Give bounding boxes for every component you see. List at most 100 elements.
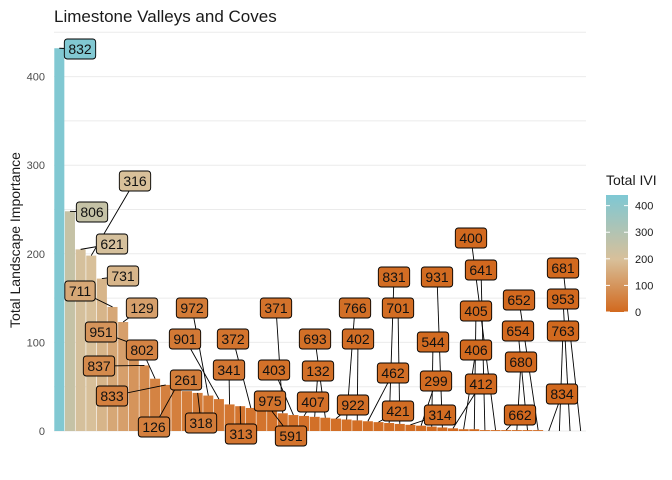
bar xyxy=(352,420,363,431)
data-label-box xyxy=(423,404,457,426)
label-leader-line xyxy=(473,310,477,430)
bar xyxy=(490,430,501,431)
data-labels: 832 806 621 316 731 711 129 951 837 802 833 126 261 3… xyxy=(63,38,580,447)
data-label: 766 xyxy=(343,300,367,316)
bar xyxy=(224,404,235,431)
data-label-box xyxy=(118,170,152,192)
data-label: 407 xyxy=(301,394,325,410)
data-label-box xyxy=(341,328,375,350)
data-label: 832 xyxy=(68,41,92,57)
data-label: 975 xyxy=(258,393,282,409)
bar xyxy=(416,425,427,431)
bar xyxy=(394,423,405,431)
bar xyxy=(501,430,512,431)
data-label-box xyxy=(257,359,291,381)
data-label-box xyxy=(464,259,498,281)
data-label: 126 xyxy=(142,419,166,435)
chart-title: Limestone Valleys and Coves xyxy=(54,7,277,26)
data-label: 261 xyxy=(174,372,198,388)
bar xyxy=(309,416,320,431)
data-label-box xyxy=(64,280,96,302)
data-label: 400 xyxy=(459,230,483,246)
data-label-box xyxy=(298,328,332,350)
data-label: 711 xyxy=(69,283,92,299)
data-label-box xyxy=(503,404,537,426)
data-label-box xyxy=(454,227,488,249)
data-label-box xyxy=(546,257,580,279)
data-label: 621 xyxy=(100,236,124,252)
bar xyxy=(320,417,331,431)
data-label: 834 xyxy=(550,386,574,402)
data-label: 901 xyxy=(173,331,197,347)
legend-tick-label: 300 xyxy=(635,227,653,239)
data-label: 833 xyxy=(100,388,124,404)
data-label-box xyxy=(296,391,330,413)
y-tick-label: 300 xyxy=(27,160,45,172)
bar xyxy=(405,424,416,431)
data-label-box xyxy=(501,320,535,342)
bar xyxy=(458,429,469,431)
data-label-box xyxy=(504,351,538,373)
data-label-box xyxy=(82,355,116,377)
y-axis: 0 100 200 300 400 xyxy=(27,72,45,438)
data-label-box xyxy=(95,233,129,255)
data-label: 806 xyxy=(80,204,104,220)
bar xyxy=(277,413,288,431)
data-label: 972 xyxy=(180,300,204,316)
data-label-box xyxy=(125,297,159,319)
data-label: 931 xyxy=(425,269,449,285)
data-label-box xyxy=(137,416,171,438)
y-tick-label: 0 xyxy=(39,426,45,438)
data-label: 318 xyxy=(189,415,213,431)
data-label: 641 xyxy=(469,262,493,278)
data-label-box xyxy=(336,394,370,416)
legend-tick-label: 100 xyxy=(635,280,653,292)
data-label-box xyxy=(125,339,159,361)
bar xyxy=(245,407,256,431)
data-label-box xyxy=(301,360,335,382)
data-label: 132 xyxy=(306,363,330,379)
bar xyxy=(160,384,171,431)
data-label-box xyxy=(376,362,410,384)
data-label-box xyxy=(464,373,498,395)
data-label-box xyxy=(416,331,450,353)
data-label: 953 xyxy=(551,291,575,307)
bar xyxy=(533,430,544,431)
data-label-box xyxy=(169,369,203,391)
data-label-box xyxy=(95,385,129,407)
data-label: 763 xyxy=(551,323,575,339)
data-label-box xyxy=(377,266,411,288)
data-label-box xyxy=(184,412,218,434)
data-label-box xyxy=(381,297,415,319)
data-label: 652 xyxy=(507,292,531,308)
data-label-box xyxy=(106,265,140,287)
bar xyxy=(479,430,490,431)
data-label-box xyxy=(420,266,454,288)
data-label: 662 xyxy=(508,407,532,423)
data-label: 462 xyxy=(381,365,405,381)
data-label: 654 xyxy=(506,323,530,339)
data-label-box xyxy=(216,328,250,350)
data-label: 544 xyxy=(421,334,445,350)
data-label-box xyxy=(63,38,97,60)
bar xyxy=(341,419,352,431)
data-label-box xyxy=(381,400,415,422)
legend-tick-label: 400 xyxy=(635,201,653,213)
data-label: 406 xyxy=(464,342,488,358)
data-label-box xyxy=(253,390,287,412)
data-label-box xyxy=(84,321,118,343)
bar xyxy=(330,418,341,431)
data-label-box xyxy=(502,289,536,311)
data-label: 403 xyxy=(262,362,286,378)
bar xyxy=(181,391,193,431)
data-label: 412 xyxy=(469,376,493,392)
data-label-box xyxy=(546,288,580,310)
data-label: 831 xyxy=(382,269,406,285)
data-label: 299 xyxy=(424,373,448,389)
data-label-box xyxy=(459,339,493,361)
bar xyxy=(299,415,310,431)
data-label: 731 xyxy=(111,268,135,284)
data-label-box xyxy=(175,297,209,319)
data-label: 341 xyxy=(217,362,241,378)
